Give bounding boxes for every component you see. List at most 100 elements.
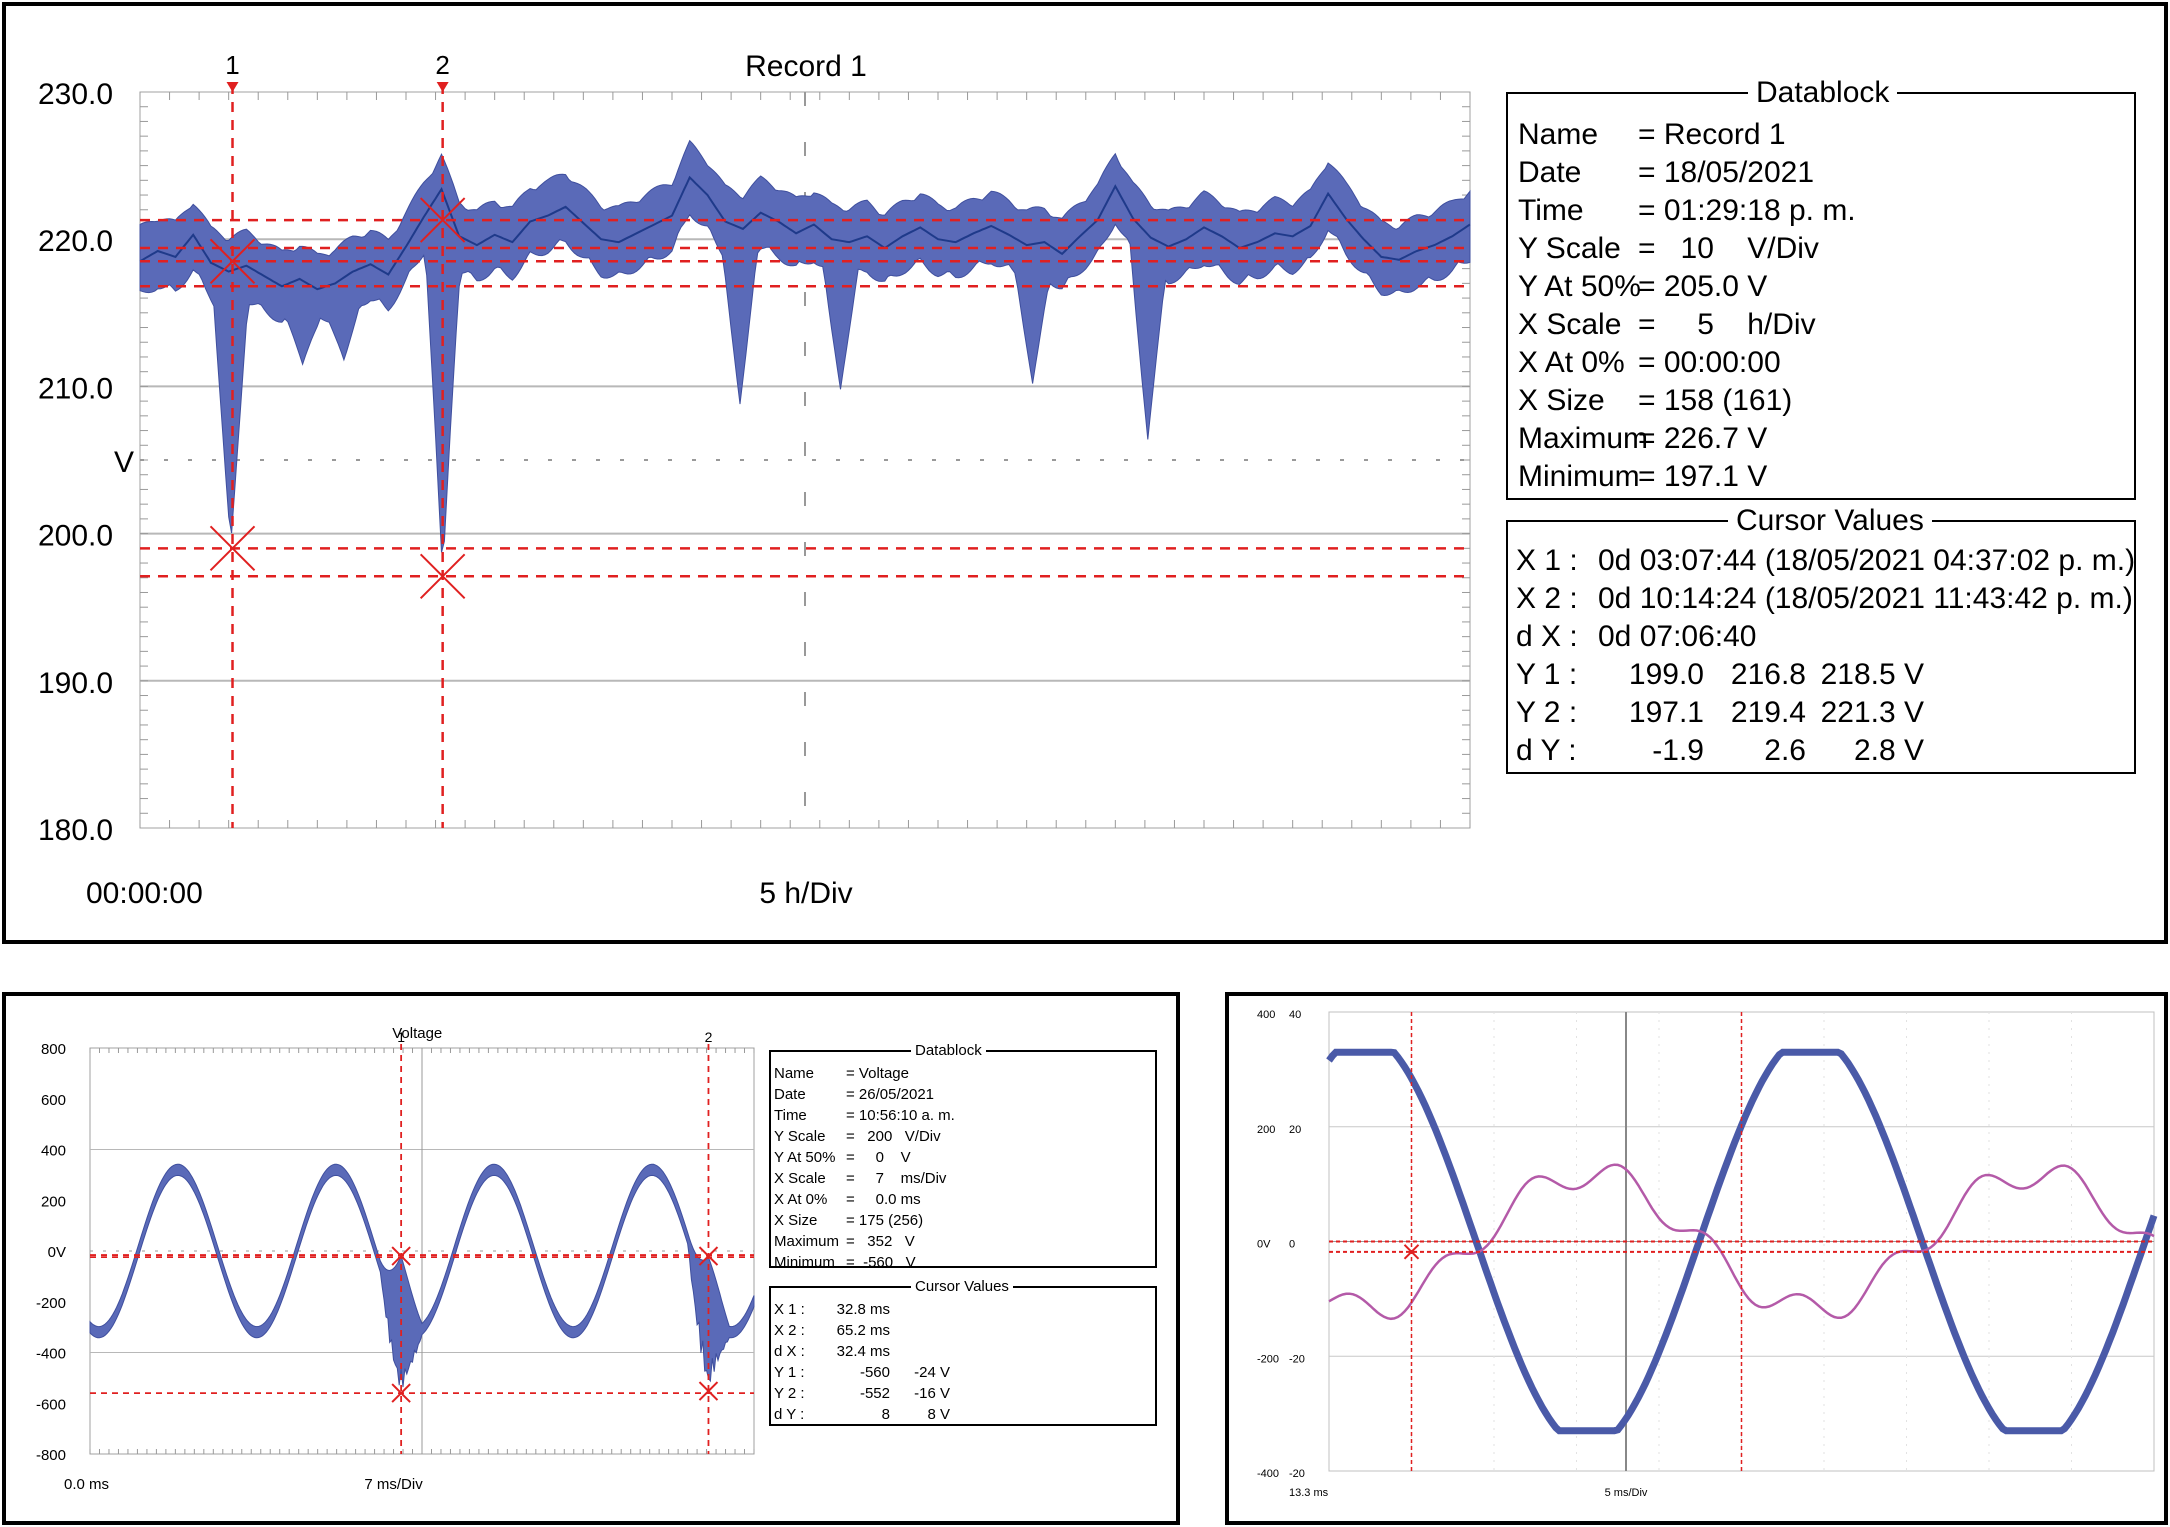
cursor-value-row-v1: 197.1 (1628, 696, 1704, 729)
datablock-small-row: Y Scale = 200 V/Div (774, 1129, 955, 1150)
y-tick-left: -200 (1257, 1353, 1279, 1365)
y-tick-label: 190.0 (38, 667, 113, 700)
datablock-row: X At 0% = 00:00:00 (1518, 348, 1856, 386)
cursor-value-row-v2: 216.8 (1730, 658, 1806, 691)
cursor-marker-b (698, 1381, 719, 1401)
datablock-small-row-v: = 0.0 ms (846, 1191, 921, 1208)
cursor-small-row-k: Y 1 : (774, 1364, 805, 1381)
cursor-value-row-v1: -1.9 (1652, 734, 1704, 767)
datablock-row-v: = Record 1 (1638, 118, 1786, 151)
cursor-value-row-k: d Y : (1516, 734, 1577, 767)
cursor-value-row-v1: 199.0 (1628, 658, 1704, 691)
datablock-small-row-k: Minimum (774, 1254, 835, 1271)
datablock-small-row-v: = -560 V (846, 1254, 916, 1271)
x-axis-label: 7 ms/Div (364, 1476, 423, 1493)
cursor-value-row-v3: 221.3 V (1820, 696, 1924, 729)
cursor-arrow (226, 82, 239, 92)
cursor-label: 2 (435, 50, 449, 80)
cursor-small-row-k: Y 2 : (774, 1385, 805, 1402)
y-tick-right: 20 (1289, 1124, 1301, 1136)
cursor-small-row-v2: 8 V (927, 1406, 950, 1423)
datablock-small-row-v: = 175 (256) (846, 1212, 924, 1229)
cursor-small-row: d X : 32.4 ms (774, 1344, 950, 1365)
cursor-small-row-v2: -24 V (914, 1364, 950, 1381)
datablock-small-row-k: X Scale (774, 1170, 826, 1187)
voltage-current-panel: 400 200 0V -200 -400 40 20 0 -20 -20 13.3 ms 5 ms/D… (1225, 992, 2168, 1525)
datablock-row-v: = 01:29:18 p. m. (1638, 194, 1856, 227)
cursor-small-row-v1: 65.2 ms (836, 1322, 890, 1339)
datablock-row-k: Y Scale (1518, 232, 1621, 265)
datablock-row-v: = 5 h/Div (1638, 308, 1816, 341)
cursor-small-row: Y 1 : -560 -24 V (774, 1365, 950, 1386)
datablock-row-k: Minimum (1518, 460, 1640, 493)
datablock-small-row-k: X At 0% (774, 1191, 828, 1208)
datablock-row-k: X At 0% (1518, 346, 1625, 379)
cursor-small-row-v2 (890, 1344, 950, 1365)
datablock-row: X Size = 158 (161) (1518, 386, 1856, 424)
cursor-small-row-v2: -16 V (914, 1385, 950, 1402)
cursor-marker (391, 1246, 411, 1266)
datablock-row-k: X Size (1518, 384, 1605, 417)
cursor-values-small-title: Cursor Values (911, 1279, 1013, 1294)
cursor-small-row-k: X 1 : (774, 1301, 805, 1318)
cursor-row: X 2 : 0d 10:14:24 (18/05/2021 11:43:42 p.… (1516, 584, 2135, 622)
cursor-arrow (436, 82, 449, 92)
datablock-row: Minimum = 197.1 V (1518, 462, 1856, 500)
datablock-small-title: Datablock (911, 1043, 986, 1058)
datablock-small-row-v: = 352 V (846, 1233, 915, 1250)
cursor-marker-b (391, 1383, 411, 1403)
datablock-small-row-v: = Voltage (846, 1065, 909, 1082)
datablock-small-row-v: = 200 V/Div (846, 1128, 941, 1145)
cursor-row-k: X 2 : (1516, 582, 1578, 615)
y-tick-label: 230.0 (38, 78, 113, 111)
datablock-row-v: = 18/05/2021 (1638, 156, 1815, 189)
datablock-row: Name = Record 1 (1518, 120, 1856, 158)
voltage-wave (89, 1163, 755, 1388)
cursor-small-row: d Y : 8 8 V (774, 1407, 950, 1428)
datablock-small-row: Minimum = -560 V (774, 1255, 955, 1276)
datablock-title: Datablock (1748, 78, 1898, 108)
cursor-marker-b (1403, 1244, 1420, 1260)
datablock-small-row-k: Time (774, 1107, 807, 1124)
cursor-small-row-v2 (890, 1302, 950, 1323)
cursor-row-t: 0d 10:14:24 (18/05/2021 11:43:42 p. m.) (1598, 582, 2133, 615)
cursor-small-row: X 1 : 32.8 ms (774, 1302, 950, 1323)
cursor-value-row: d Y : -1.9 2.6 2.8 V (1516, 736, 2135, 774)
cursor-small-row: X 2 : 65.2 ms (774, 1323, 950, 1344)
y-tick-left: -400 (1257, 1468, 1279, 1480)
cursor-row-k: X 1 : (1516, 544, 1578, 577)
datablock-small-row: Date = 26/05/2021 (774, 1087, 955, 1108)
datablock-small-row-v: = 26/05/2021 (846, 1086, 935, 1103)
datablock-small-row: X Size = 175 (256) (774, 1213, 955, 1234)
y-tick-label: -200 (36, 1295, 66, 1312)
datablock: Datablock Name = Record 1 Date = 18/05/2021… (1506, 78, 2136, 500)
datablock-small-row: X At 0% = 0.0 ms (774, 1192, 955, 1213)
cursor-marker-b (391, 1246, 411, 1266)
y-tick-left: 200 (1257, 1124, 1275, 1136)
cursor-value-row-v2: 219.4 (1730, 696, 1806, 729)
cursor-label: 1 (397, 1029, 405, 1045)
cursor-marker-b (698, 1246, 719, 1266)
datablock-small-row-v: = 10:56:10 a. m. (846, 1107, 955, 1124)
cursor-small-row-v1: 32.8 ms (836, 1301, 890, 1318)
y-axis-label: V (114, 446, 134, 479)
cursor-label: 1 (225, 50, 239, 80)
y-tick-label: -400 (36, 1346, 66, 1363)
cursor-row: X 1 : 0d 03:07:44 (18/05/2021 04:37:02 p.… (1516, 546, 2135, 584)
cursor-marker-b (419, 197, 466, 243)
cursor-small-row-v2 (890, 1323, 950, 1344)
record-panel: Record 1 230.0 220.0 210.0 200.0 190.0 180.0 V 0… (2, 2, 2168, 944)
cursor-small-row-k: d Y : (774, 1406, 805, 1423)
cursor-marker-b (209, 525, 256, 572)
cursor-value-row: Y 1 : 199.0 216.8 218.5 V (1516, 660, 2135, 698)
y-tick-left: 0V (1257, 1239, 1271, 1251)
cursor-value-row-k: Y 2 : (1516, 696, 1578, 729)
datablock-row-v: = 226.7 V (1638, 422, 1768, 455)
cursor-small-row: Y 2 : -552 -16 V (774, 1386, 950, 1407)
y-tick-right: -20 (1289, 1353, 1305, 1365)
datablock-row-k: Name (1518, 118, 1599, 151)
datablock-row-k: Y At 50% (1518, 270, 1641, 303)
datablock-row: Maximum = 226.7 V (1518, 424, 1856, 462)
y-tick-label: 210.0 (38, 372, 113, 405)
